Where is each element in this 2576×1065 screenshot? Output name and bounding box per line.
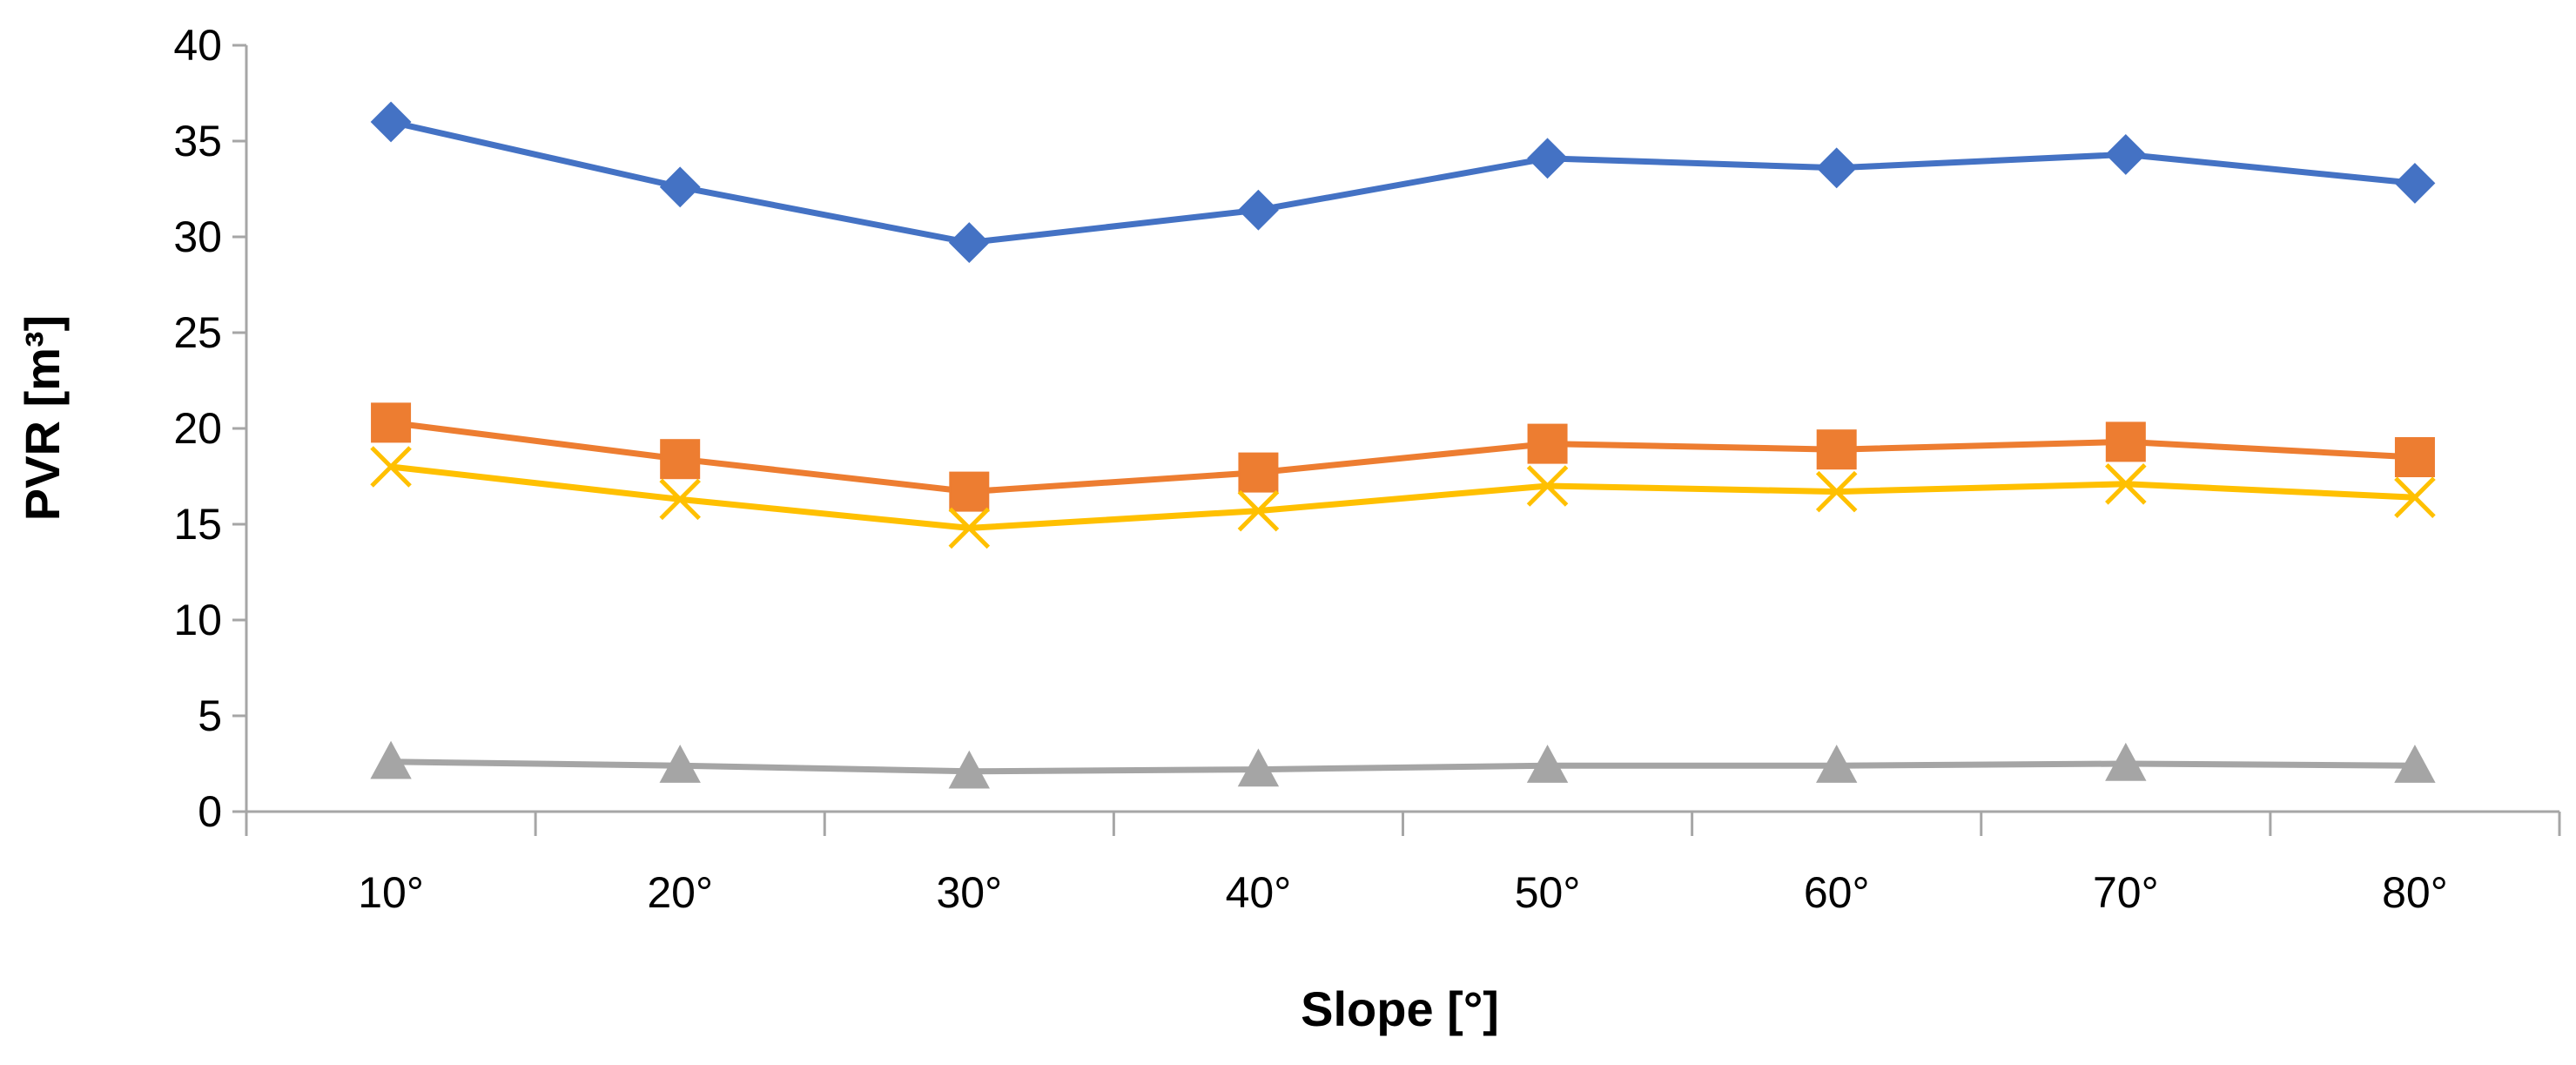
series-4-data-point-7 (2105, 742, 2147, 781)
y-tick-label: 30 (173, 212, 222, 261)
x-axis-title: Slope [°] (1301, 981, 1499, 1036)
series-3-data-point-4 (1237, 489, 1280, 532)
series-1-data-point-8 (2394, 162, 2436, 204)
series-3-data-point-7 (2105, 463, 2147, 505)
y-tick-label: 10 (173, 596, 222, 644)
x-tick-label: 40° (1226, 868, 1292, 917)
y-tick-label: 0 (198, 787, 222, 836)
series-3-data-point-6 (1815, 470, 1858, 513)
tick-labels: 0 5 10 15 20 25 30 35 40 10° 20° 30° 40° 50° 60° 70° 80° (173, 21, 2447, 917)
y-tick-label: 5 (198, 691, 222, 740)
x-tick-label: 30° (937, 868, 1003, 917)
series-4-data-point-1 (370, 740, 412, 779)
x-tick-label: 50° (1515, 868, 1581, 917)
series-3-data-point-1 (370, 446, 412, 488)
series-4-data-point-5 (1526, 745, 1569, 783)
series-4-data-point-2 (659, 745, 701, 783)
y-tick-label: 15 (173, 500, 222, 549)
x-tick-label: 10° (358, 868, 424, 917)
series-3-data-point-3 (948, 507, 991, 549)
series-1-data-point-3 (948, 222, 990, 264)
y-tick-label: 25 (173, 308, 222, 357)
series-markers (370, 101, 2436, 789)
series-1-data-point-1 (370, 101, 412, 143)
x-tick-label: 70° (2093, 868, 2159, 917)
y-tick-label: 35 (173, 117, 222, 165)
series-1-data-point-7 (2105, 133, 2147, 175)
series-2-data-point-5 (1527, 423, 1568, 464)
series-4-data-point-8 (2394, 745, 2436, 783)
series-lines (390, 118, 2416, 775)
series-line-3 (390, 463, 2416, 531)
series-2-data-point-2 (660, 439, 701, 480)
series-3-data-point-2 (659, 478, 701, 521)
x-tick-label: 20° (647, 868, 713, 917)
y-axis-title: PVR [m³] (15, 315, 70, 521)
x-tick-label: 60° (1804, 868, 1870, 917)
series-4-data-point-4 (1237, 748, 1280, 787)
series-1-data-point-2 (659, 166, 701, 208)
series-3-data-point-8 (2394, 476, 2436, 518)
series-3-data-point-5 (1526, 465, 1569, 507)
x-tick-label: 80° (2382, 868, 2448, 917)
series-2-data-point-7 (2105, 421, 2146, 462)
series-line-1 (390, 118, 2416, 246)
y-tick-label: 40 (173, 21, 222, 70)
series-line-4 (391, 758, 2415, 775)
series-1-data-point-4 (1238, 189, 1279, 231)
y-tick-label: 20 (173, 404, 222, 453)
series-2-data-point-3 (949, 471, 990, 512)
axes (232, 44, 2561, 836)
series-2-data-point-1 (371, 402, 412, 443)
series-1-data-point-5 (1527, 138, 1568, 179)
series-line-2 (390, 419, 2416, 495)
series-2-data-point-6 (1816, 429, 1857, 470)
series-4-data-point-6 (1816, 745, 1858, 783)
series-1-data-point-6 (1816, 147, 1858, 189)
series-2-data-point-8 (2394, 437, 2435, 477)
series-4-data-point-3 (948, 750, 990, 789)
series-2-data-point-4 (1238, 452, 1279, 493)
